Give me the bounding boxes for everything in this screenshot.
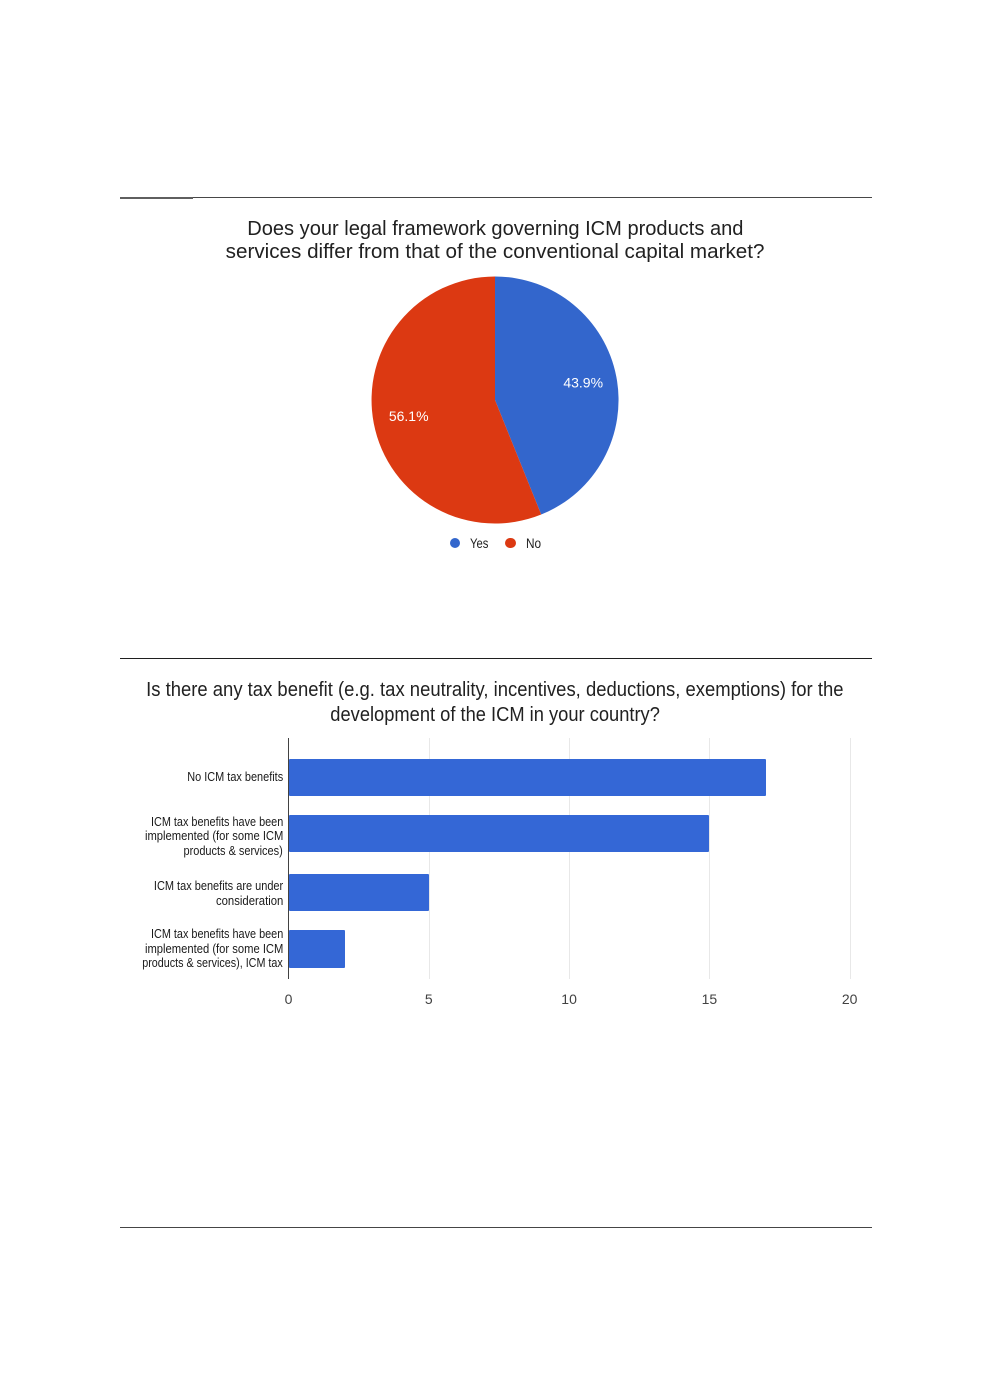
svg-text:43.9%: 43.9% [563,375,603,391]
svg-text:56.1%: 56.1% [389,408,429,424]
